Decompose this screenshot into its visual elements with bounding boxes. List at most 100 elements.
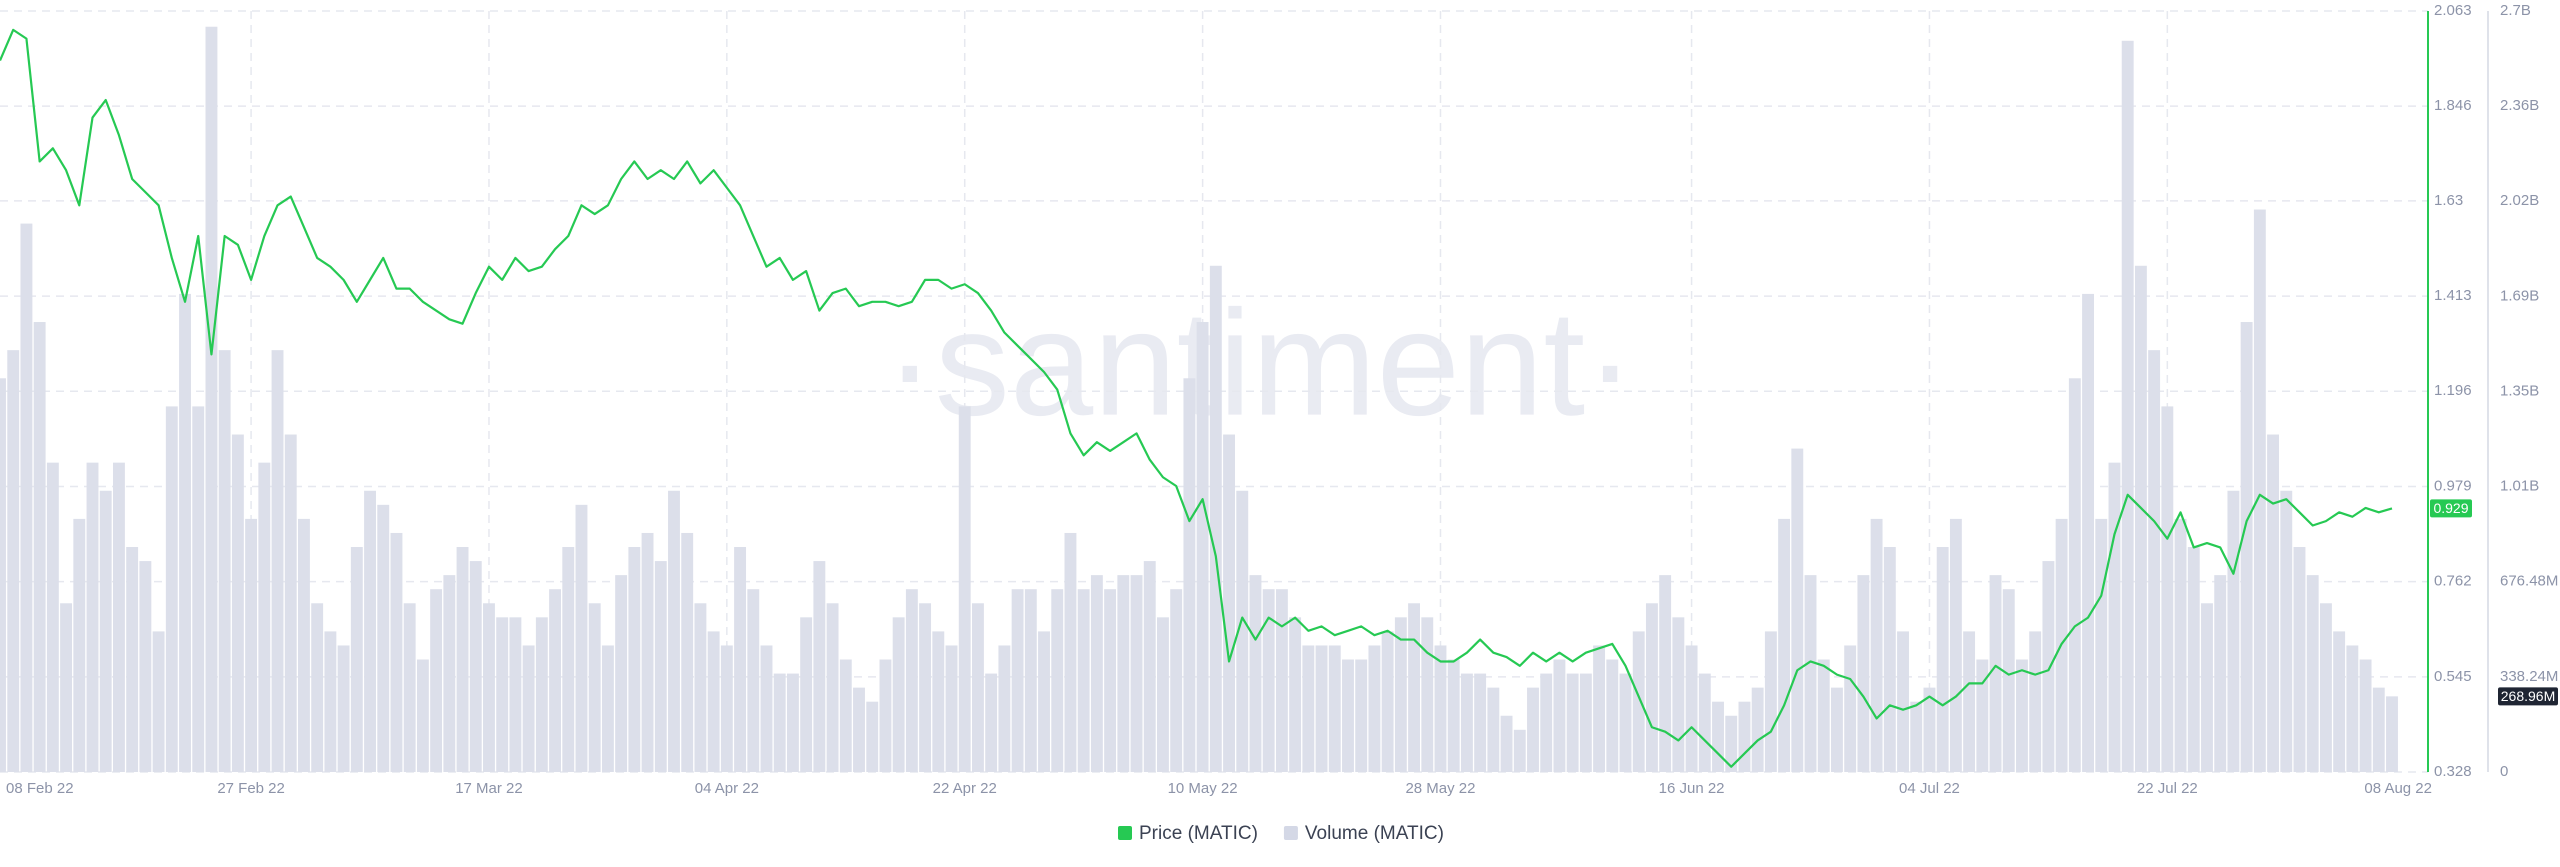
volume-bar (800, 617, 813, 772)
volume-bar (1460, 673, 1473, 772)
volume-bar (1447, 659, 1460, 772)
legend: Price (MATIC) Volume (MATIC) (1118, 823, 1444, 844)
volume-bar (628, 547, 641, 772)
volume-bar (1645, 603, 1658, 772)
volume-bar (2280, 490, 2293, 772)
volume-bar (483, 603, 495, 772)
volume-bar (1077, 589, 1090, 772)
volume-bar (747, 589, 760, 772)
volume-bar (1434, 645, 1447, 772)
volume-bar (1963, 631, 1976, 772)
volume-bar (1844, 645, 1857, 772)
volume-bar (403, 603, 416, 772)
volume-bar (509, 617, 522, 772)
volume-bar (971, 603, 984, 772)
volume-bar (1038, 631, 1050, 772)
volume-bar (1897, 631, 1909, 772)
volume-bar (2227, 490, 2240, 772)
volume-bar (496, 617, 509, 772)
volume-bar (1619, 673, 1632, 772)
volume-bar (231, 434, 244, 772)
y-tick-label: 1.413 (2434, 287, 2472, 304)
y2-tick-label: 2.36B (2500, 97, 2539, 114)
volume-bar (720, 645, 733, 772)
volume-bar (932, 631, 945, 772)
volume-bar (1315, 645, 1328, 772)
volume-bar (826, 603, 839, 772)
current-value-label: 0.929 (2433, 500, 2468, 516)
volume-bar (1024, 589, 1037, 772)
y-tick-label: 0.979 (2434, 477, 2472, 494)
volume-bar (324, 631, 337, 772)
volume-bar (813, 561, 826, 772)
volume-bar (1989, 575, 2002, 772)
volume-bar (1487, 687, 1500, 772)
x-tick-label: 27 Feb 22 (217, 780, 285, 797)
y-tick-label: 0.545 (2434, 668, 2472, 685)
volume-bar (905, 589, 918, 772)
volume-bar (1712, 701, 1724, 772)
volume-bar (2134, 265, 2147, 772)
x-tick-label: 08 Aug 22 (2364, 780, 2432, 797)
x-tick-label: 10 May 22 (1168, 780, 1238, 797)
volume-bar (1051, 589, 1064, 772)
y2-tick-label: 1.35B (2500, 382, 2539, 399)
volume-bar (1632, 631, 1645, 772)
volume-bar (1236, 490, 1249, 772)
volume-bar (1408, 603, 1421, 772)
volume-bar (1302, 645, 1315, 772)
volume-bar (919, 603, 932, 772)
volume-bar (1540, 673, 1553, 772)
volume-bar (2174, 518, 2187, 772)
volume-bar (2029, 631, 2042, 772)
volume-bar (1606, 659, 1619, 772)
volume-bar (311, 603, 324, 772)
volume-bar (2293, 547, 2306, 772)
volume-bar (681, 532, 694, 772)
volume-bar (2319, 603, 2332, 772)
volume-bar (641, 532, 654, 772)
volume-bar (2306, 575, 2319, 772)
volume-bar (2002, 589, 2015, 772)
volume-bar (2121, 40, 2134, 772)
volume-bar (1011, 589, 1024, 772)
volume-bar (1368, 645, 1381, 772)
y2-tick-label: 1.01B (2500, 478, 2539, 495)
volume-bars (0, 26, 2398, 773)
volume-bar (1527, 687, 1539, 772)
volume-bar (298, 518, 310, 772)
x-tick-label: 22 Jul 22 (2137, 780, 2198, 797)
volume-bar (2372, 687, 2385, 772)
volume-bar (86, 462, 99, 772)
volume-bar (2333, 631, 2346, 772)
legend-label: Price (MATIC) (1139, 823, 1258, 844)
volume-bar (364, 490, 376, 772)
volume-bar (1064, 532, 1077, 772)
x-tick-label: 04 Apr 22 (695, 780, 759, 797)
y-tick-label: 1.63 (2434, 192, 2463, 209)
volume-bar (73, 518, 86, 772)
x-tick-label: 17 Mar 22 (455, 780, 523, 797)
volume-bar (165, 406, 178, 772)
volume-bar (1778, 518, 1791, 772)
volume-bar (1883, 547, 1896, 772)
y2-tick-label: 2.7B (2500, 2, 2531, 19)
legend-label: Volume (MATIC) (1305, 823, 1444, 844)
volume-bar (1513, 729, 1526, 772)
volume-bar (1593, 645, 1606, 772)
volume-bar (522, 645, 535, 772)
volume-bar (0, 378, 6, 772)
volume-bar (1342, 659, 1354, 772)
volume-bar (1566, 673, 1579, 772)
volume-bar (1831, 687, 1843, 772)
volume-bar (179, 293, 191, 772)
volume-bar (1764, 631, 1777, 772)
volume-bar (1817, 659, 1830, 772)
volume-bar (998, 645, 1011, 772)
volume-bar (1090, 575, 1103, 772)
x-tick-label: 16 Jun 22 (1659, 780, 1725, 797)
legend-swatch (1283, 826, 1298, 840)
volume-bar (588, 603, 601, 772)
y-tick-label: 0.762 (2434, 573, 2472, 590)
watermark: ·santiment· (885, 279, 1635, 447)
